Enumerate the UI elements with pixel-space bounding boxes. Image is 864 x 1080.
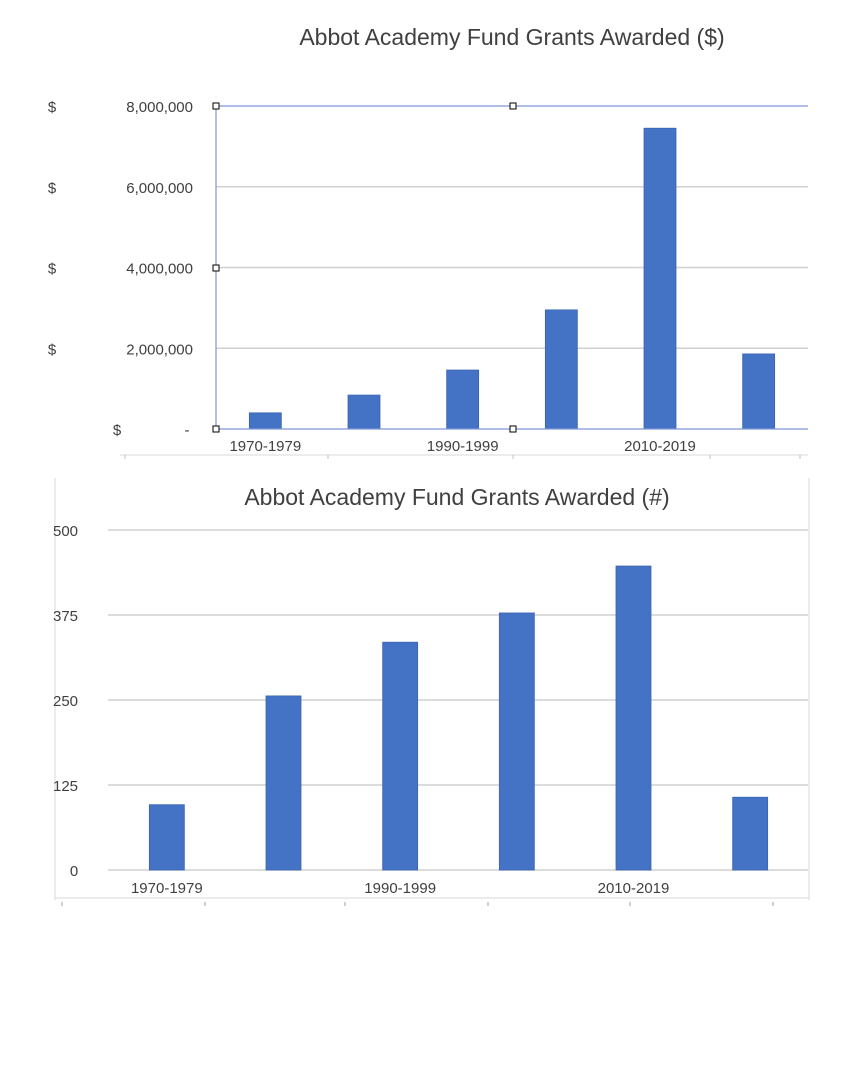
chart-1-bar: [643, 127, 677, 430]
selection-handle: [212, 264, 220, 272]
chart-1-xtick-label: 1990-1999: [427, 438, 499, 455]
chart-2-ytick-label: 375: [53, 608, 78, 625]
chart-2-bar: [498, 612, 535, 871]
chart-2-ytick-label: 125: [53, 778, 78, 795]
selection-handle: [212, 425, 220, 433]
chart-1-xtick-label: 1970-1979: [229, 438, 301, 455]
chart-2-ytick-label: 500: [53, 523, 78, 540]
chart-1-ytick-currency: $: [48, 341, 57, 358]
chart-1-xtick-label: 2010-2019: [624, 438, 696, 455]
selection-handle: [212, 102, 220, 110]
chart-1-ytick-label: 8,000,000: [126, 99, 193, 116]
chart-1-ytick-currency: $: [113, 422, 122, 439]
chart-1-ytick-currency: $: [48, 180, 57, 197]
selection-handle: [509, 425, 517, 433]
chart-2-bar: [265, 695, 302, 871]
chart-2-bar: [615, 565, 652, 871]
chart-2-ytick-label: 250: [53, 693, 78, 710]
chart-1-ytick-currency: $: [48, 261, 57, 278]
chart-2-xtick-label: 1990-1999: [364, 880, 436, 897]
chart-2-bar: [732, 796, 769, 871]
chart-2-title: Abbot Academy Fund Grants Awarded (#): [244, 484, 669, 510]
selection-handle: [509, 102, 517, 110]
chart-1-bar: [446, 369, 480, 430]
chart-1-ytick-label: 6,000,000: [126, 180, 193, 197]
chart-2-ytick-label: 0: [70, 863, 78, 880]
chart-1-bar: [742, 353, 776, 430]
chart-1-bar: [347, 394, 381, 430]
chart-1-ytick-label: 4,000,000: [126, 261, 193, 278]
chart-1-title: Abbot Academy Fund Grants Awarded ($): [299, 24, 724, 50]
chart-2-bar: [148, 804, 185, 871]
chart-1-bar: [248, 412, 282, 430]
chart-1-ytick-label: -: [185, 422, 190, 439]
chart-1-bar: [544, 309, 578, 430]
chart-1-ytick-label: 2,000,000: [126, 341, 193, 358]
chart-2-bar: [382, 641, 419, 871]
chart-2-xtick-label: 2010-2019: [598, 880, 670, 897]
chart-1-ytick-currency: $: [48, 99, 57, 116]
chart-2-xtick-label: 1970-1979: [131, 880, 203, 897]
